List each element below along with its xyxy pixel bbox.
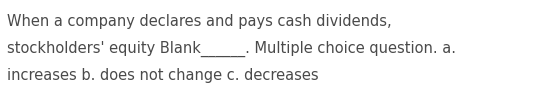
Text: increases b. does not change c. decreases: increases b. does not change c. decrease…	[7, 68, 318, 83]
Text: When a company declares and pays cash dividends,: When a company declares and pays cash di…	[7, 14, 391, 29]
Text: stockholders' equity Blank______. Multiple choice question. a.: stockholders' equity Blank______. Multip…	[7, 41, 456, 57]
